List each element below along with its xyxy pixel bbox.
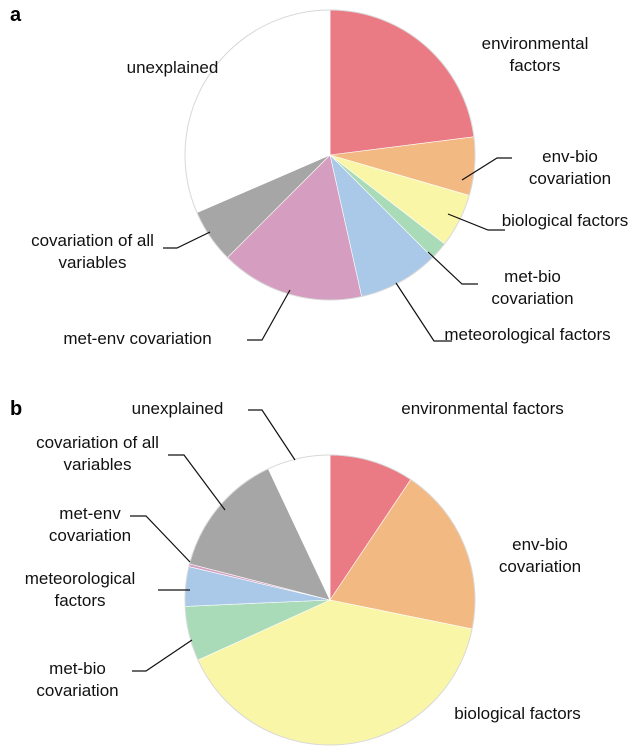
- leader-line: [168, 454, 226, 511]
- slice-label: env-bio covariation: [528, 147, 612, 188]
- pie-outline: [184, 454, 476, 746]
- leader-line: [247, 289, 291, 341]
- slice-label: covariation of all variables: [36, 433, 159, 474]
- slice-label: environmental factors: [481, 34, 589, 75]
- slice-label: unexplained: [126, 58, 219, 77]
- slice-label: met-bio covariation: [491, 267, 574, 308]
- leader-line: [447, 213, 505, 231]
- leader-line: [132, 639, 193, 672]
- slice-label: met-env covariation: [63, 329, 212, 348]
- leader-line: [427, 251, 478, 285]
- leader-line: [395, 282, 452, 342]
- slice-label: met-env covariation: [48, 504, 132, 545]
- slice-label: unexplained: [131, 399, 224, 418]
- leader-line: [461, 157, 512, 181]
- slice-label: meteorological factors: [24, 569, 136, 610]
- slice-label: environmental factors: [401, 399, 564, 418]
- slice-label: biological factors: [501, 211, 629, 230]
- pie-slice: [329, 9, 475, 156]
- slice-label: met-bio covariation: [36, 659, 119, 700]
- slice-label: env-bio covariation: [498, 535, 582, 576]
- pie-outline: [184, 9, 476, 301]
- panel-label: a: [10, 4, 22, 26]
- leader-line: [163, 231, 211, 249]
- slice-label: biological factors: [454, 704, 581, 723]
- leader-line: [130, 515, 191, 563]
- panel-label: b: [10, 398, 23, 420]
- slice-label: covariation of all variables: [31, 231, 154, 272]
- slice-label: meteorological factors: [444, 325, 611, 344]
- leader-line: [248, 409, 296, 461]
